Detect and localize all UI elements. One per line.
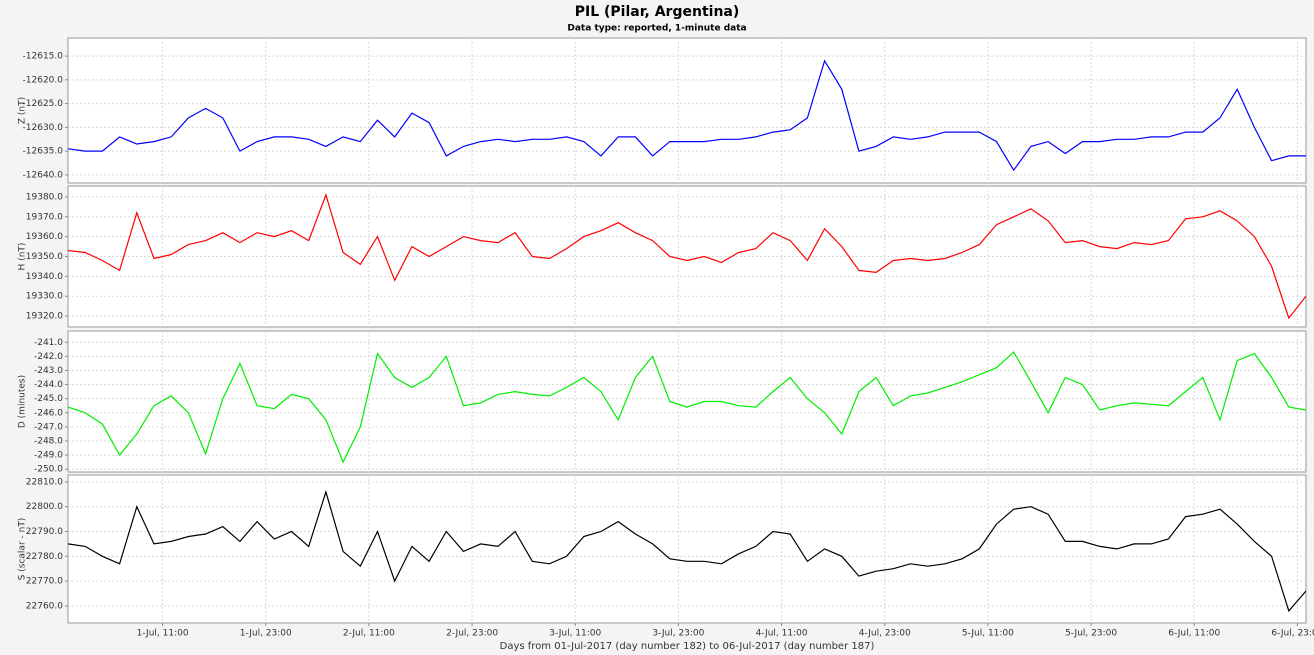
- y-tick-label: 19340.0: [26, 272, 63, 282]
- y-tick-label: 22810.0: [26, 477, 63, 487]
- y-tick-label: -243.0: [34, 366, 63, 376]
- x-tick-label: 4-Jul, 23:00: [859, 629, 911, 639]
- y-tick-label: 19330.0: [26, 292, 63, 302]
- chart-title: PIL (Pilar, Argentina): [575, 4, 740, 20]
- x-tick-label: 2-Jul, 11:00: [343, 629, 395, 639]
- y-tick-label: -241.0: [34, 338, 63, 348]
- y-axis-label: Z (nT): [18, 97, 28, 124]
- y-tick-label: -12640.0: [23, 170, 64, 180]
- plot-area: [67, 330, 1307, 473]
- x-tick-label: 1-Jul, 11:00: [137, 629, 189, 639]
- x-tick-label: 2-Jul, 23:00: [446, 629, 498, 639]
- y-axis-label: H (nT): [18, 243, 28, 271]
- y-tick-label: 19320.0: [26, 312, 63, 322]
- y-tick-label: 22800.0: [26, 502, 63, 512]
- y-tick-label: 22780.0: [26, 552, 63, 562]
- y-tick-label: -12630.0: [23, 123, 64, 133]
- y-tick-label: -12615.0: [23, 52, 64, 62]
- x-tick-label: 5-Jul, 23:00: [1065, 629, 1117, 639]
- y-tick-label: -246.0: [34, 408, 63, 418]
- y-tick-label: 19360.0: [26, 232, 63, 242]
- data-line: [68, 193, 1306, 320]
- y-tick-label: 19350.0: [26, 252, 63, 262]
- y-tick-label: 19380.0: [26, 192, 63, 202]
- y-tick-label: -247.0: [34, 422, 63, 432]
- plot-area: [67, 37, 1307, 184]
- y-tick-label: -249.0: [34, 451, 63, 461]
- x-axis-label: Days from 01-Jul-2017 (day number 182) t…: [500, 641, 875, 652]
- data-line: [68, 59, 1306, 172]
- y-tick-label: -248.0: [34, 436, 63, 446]
- y-tick-label: -244.0: [34, 380, 63, 390]
- y-tick-label: 22770.0: [26, 577, 63, 587]
- x-tick-label: 5-Jul, 11:00: [962, 629, 1014, 639]
- y-tick-label: 19370.0: [26, 212, 63, 222]
- x-tick-label: 3-Jul, 23:00: [652, 629, 704, 639]
- x-tick-label: 6-Jul, 23:00: [1271, 629, 1314, 639]
- y-tick-label: 22790.0: [26, 527, 63, 537]
- y-tick-label: -12635.0: [23, 147, 64, 157]
- data-line: [68, 489, 1306, 613]
- x-tick-label: 4-Jul, 11:00: [756, 629, 808, 639]
- x-tick-label: 3-Jul, 11:00: [549, 629, 601, 639]
- x-tick-label: 6-Jul, 11:00: [1168, 629, 1220, 639]
- y-tick-label: -12620.0: [23, 75, 64, 85]
- x-tick-label: 1-Jul, 23:00: [240, 629, 292, 639]
- y-tick-label: -250.0: [34, 465, 63, 475]
- y-tick-label: -245.0: [34, 394, 63, 404]
- y-tick-label: 22760.0: [26, 601, 63, 611]
- y-axis-label: D (minutes): [18, 375, 28, 428]
- y-tick-label: -12625.0: [23, 99, 64, 109]
- plot-area: [67, 185, 1307, 328]
- chart-subtitle: Data type: reported, 1-minute data: [567, 24, 746, 34]
- data-line: [68, 351, 1306, 464]
- y-axis-label: S (scalar - nT): [18, 518, 28, 581]
- y-tick-label: -242.0: [34, 352, 63, 362]
- plot-area: [67, 474, 1307, 624]
